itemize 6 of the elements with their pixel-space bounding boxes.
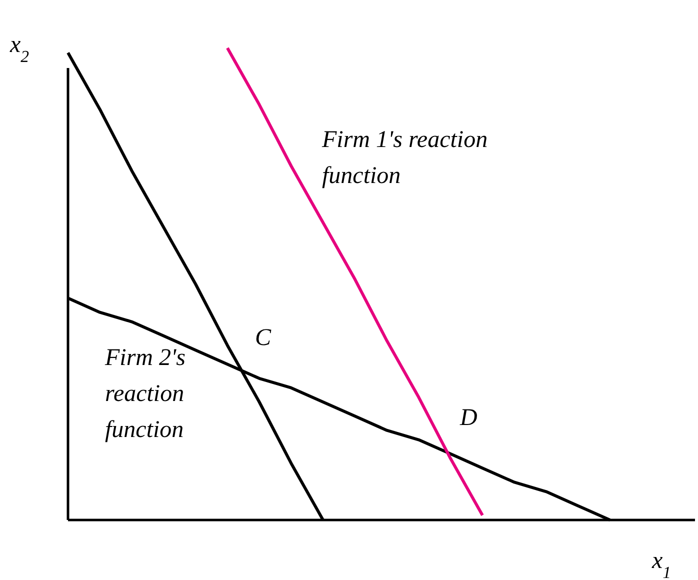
series-label: Firm 1's reaction function <box>321 127 488 189</box>
x-axis-title: x$_{1}$ <box>651 548 672 580</box>
y-axis-title: x$_{2}$ <box>9 32 30 66</box>
annotation: C <box>255 325 272 351</box>
series-label: Firm 2's reaction function <box>104 345 186 443</box>
annotation: D <box>459 405 478 431</box>
